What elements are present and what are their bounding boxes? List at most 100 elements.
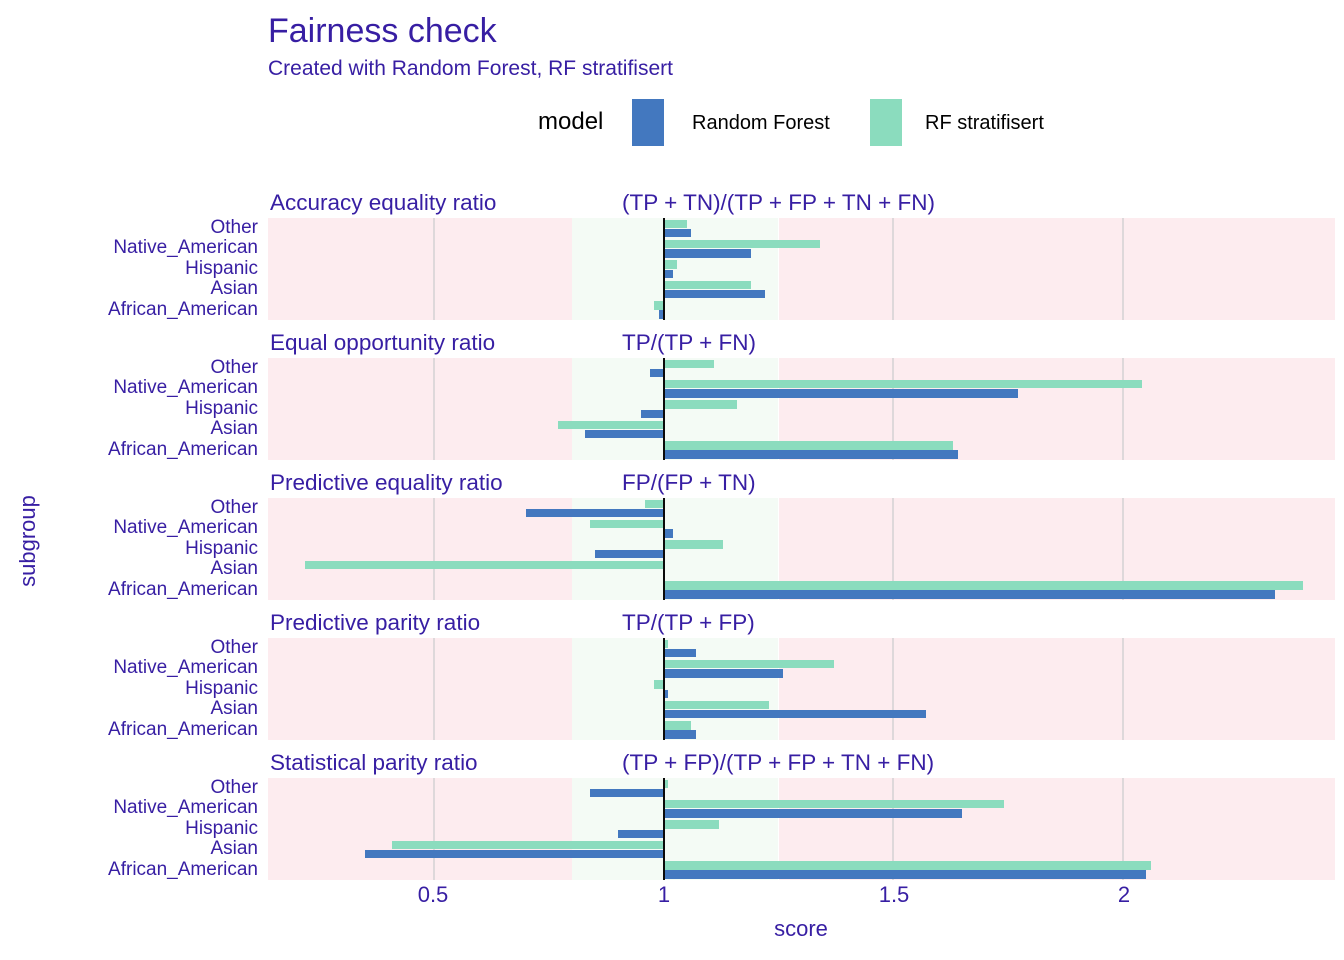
plot-area [268, 638, 1335, 740]
bar-native_american-random-forest [663, 529, 673, 538]
bar-other-random-forest [525, 508, 664, 518]
bar-hispanic-random-forest [663, 689, 669, 698]
bar-asian-rf-stratifisert [392, 840, 664, 850]
metric-formula: TP/(TP + FP) [622, 610, 755, 635]
panel-2: Predictive equality ratio FP/(FP + TN) [268, 470, 1335, 610]
plot-area [268, 778, 1335, 880]
bar-hispanic-rf-stratifisert [663, 820, 719, 829]
legend-label-rf-stratifisert: RF stratifisert [925, 112, 1044, 134]
y-label-asian: Asian [210, 698, 258, 720]
bar-asian-random-forest [663, 290, 765, 299]
bar-native_american-rf-stratifisert [663, 660, 834, 669]
bar-other-random-forest [663, 648, 696, 658]
unfair-zone [778, 638, 1335, 740]
gridline-0.5 [432, 218, 435, 320]
metric-name: Accuracy equality ratio [270, 190, 497, 215]
bar-african_american-rf-stratifisert [654, 301, 664, 310]
y-label-hispanic: Hispanic [185, 817, 258, 839]
panel-title: Predictive parity ratio TP/(TP + FP) [270, 610, 755, 636]
gridline-2 [1122, 638, 1125, 740]
gridline-2 [1122, 498, 1125, 600]
baseline [662, 218, 665, 320]
gridline-2 [1122, 358, 1125, 460]
metric-formula: FP/(FP + TN) [622, 470, 756, 495]
bar-hispanic-random-forest [663, 269, 673, 278]
gridline-0.5 [432, 778, 435, 880]
bar-african_american-random-forest [663, 730, 696, 739]
bar-african_american-random-forest [663, 870, 1147, 879]
bar-other-random-forest [589, 788, 664, 798]
bar-other-rf-stratifisert [663, 779, 669, 788]
unfair-zone [268, 358, 572, 460]
bar-other-random-forest [649, 368, 664, 378]
metric-formula: (TP + FP)/(TP + FP + TN + FN) [622, 750, 935, 775]
y-label-native_american: Native_American [113, 657, 258, 679]
bar-hispanic-rf-stratifisert [654, 680, 664, 689]
baseline [662, 638, 665, 740]
unfair-zone [778, 218, 1335, 320]
panel-title: Predictive equality ratio FP/(FP + TN) [270, 470, 756, 496]
y-label-african_american: African_American [108, 718, 258, 740]
y-label-asian: Asian [210, 278, 258, 300]
metric-name: Equal opportunity ratio [270, 330, 496, 355]
y-axis-title: subgroup [15, 495, 40, 587]
unfair-zone [268, 498, 572, 600]
panel-title: Accuracy equality ratio (TP + TN)/(TP + F… [270, 190, 935, 216]
bar-native_american-rf-stratifisert [663, 240, 820, 249]
y-label-native_american: Native_American [113, 237, 258, 259]
y-label-african_american: African_American [108, 858, 258, 880]
y-label-asian: Asian [210, 418, 258, 440]
bar-asian-rf-stratifisert [557, 420, 664, 430]
y-label-hispanic: Hispanic [185, 677, 258, 699]
gridline-0.5 [432, 358, 435, 460]
panel-1: Equal opportunity ratio TP/(TP + FN) [268, 330, 1335, 470]
metric-formula: TP/(TP + FN) [622, 330, 756, 355]
legend-label-random-forest: Random Forest [692, 112, 830, 134]
x-tick-0.5: 0.5 [417, 882, 449, 907]
y-label-hispanic: Hispanic [185, 537, 258, 559]
bar-other-rf-stratifisert [645, 499, 664, 508]
bar-hispanic-rf-stratifisert [663, 400, 738, 409]
y-label-african_american: African_American [108, 578, 258, 600]
bar-asian-random-forest [663, 710, 926, 719]
y-label-native_american: Native_American [113, 797, 258, 819]
panel-title: Equal opportunity ratio TP/(TP + FN) [270, 330, 756, 356]
page-title: Fairness check [268, 12, 497, 50]
bar-native_american-random-forest [663, 389, 1018, 398]
bar-african_american-random-forest [663, 450, 958, 459]
gridline-2 [1122, 218, 1125, 320]
legend-swatch-rf-stratifisert [870, 99, 902, 146]
plot-area [268, 218, 1335, 320]
bar-native_american-rf-stratifisert [589, 520, 664, 529]
x-tick-1.5: 1.5 [878, 882, 910, 907]
plot-area [268, 498, 1335, 600]
panel-title: Statistical parity ratio (TP + FP)/(TP + … [270, 750, 934, 776]
gridline-0.5 [432, 498, 435, 600]
y-label-asian: Asian [210, 558, 258, 580]
metric-name: Statistical parity ratio [270, 750, 478, 775]
y-axis-labels: Other Native_American Hispanic Asian African… [0, 190, 262, 890]
bar-asian-random-forest [364, 850, 664, 859]
unfair-zone [268, 778, 572, 880]
y-label-other: Other [210, 357, 258, 378]
y-label-native_american: Native_American [113, 377, 258, 399]
x-tick-1: 1 [657, 882, 671, 907]
panel-3: Predictive parity ratio TP/(TP + FP) [268, 610, 1335, 750]
bar-african_american-rf-stratifisert [663, 861, 1152, 870]
bar-native_american-random-forest [663, 669, 784, 678]
panel-4: Statistical parity ratio (TP + FP)/(TP + … [268, 750, 1335, 890]
chart-panels: Accuracy equality ratio (TP + TN)/(TP + F… [268, 190, 1335, 890]
y-label-other: Other [210, 217, 258, 238]
gridline-2 [1122, 778, 1125, 880]
gridline-1.5 [892, 498, 895, 600]
y-label-african_american: African_American [108, 298, 258, 320]
bar-other-rf-stratifisert [663, 359, 715, 368]
unfair-zone [268, 218, 572, 320]
bar-hispanic-random-forest [617, 829, 664, 838]
bar-asian-random-forest [585, 430, 664, 439]
gridline-1.5 [892, 218, 895, 320]
x-tick-2: 2 [1117, 882, 1131, 907]
bar-asian-rf-stratifisert [663, 700, 770, 710]
y-label-asian: Asian [210, 838, 258, 860]
bar-native_american-rf-stratifisert [663, 800, 1004, 809]
